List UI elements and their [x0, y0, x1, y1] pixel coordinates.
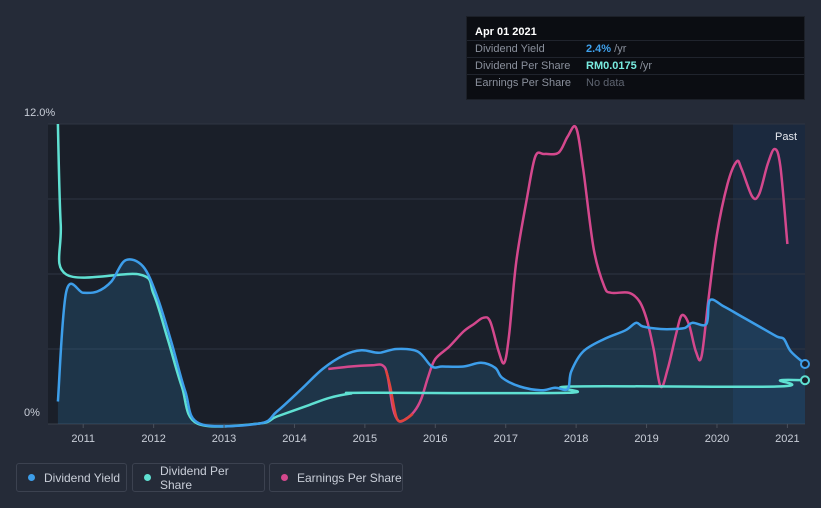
x-tick-label: 2017: [493, 433, 517, 445]
legend-dot-icon: [144, 474, 151, 481]
dividend-yield-area: [57, 259, 805, 427]
x-tick-label: 2016: [423, 433, 447, 445]
legend-label: Dividend Yield: [44, 470, 121, 485]
past-label: Past: [775, 131, 797, 143]
legend-dot-icon: [281, 474, 288, 481]
tooltip-value: 2.4% /yr: [586, 43, 626, 55]
legend-dividend-per-share[interactable]: Dividend Per Share: [132, 463, 265, 492]
legend-dividend-yield[interactable]: Dividend Yield: [16, 463, 127, 492]
x-tick-label: 2020: [705, 433, 729, 445]
dividend-yield-line: [56, 258, 806, 428]
legend-label: Earnings Per Share: [297, 470, 402, 485]
x-tick-label: 2011: [71, 433, 95, 445]
earnings-per-share-line: [328, 124, 789, 423]
tooltip: Apr 01 2021 Dividend Yield 2.4% /yr Divi…: [466, 16, 805, 100]
legend-label: Dividend Per Share: [160, 463, 229, 492]
tooltip-row-earnings-per-share: Earnings Per Share No data: [467, 74, 804, 92]
tooltip-unit: /yr: [611, 43, 627, 55]
tooltip-row-dividend-per-share: Dividend Per Share RM0.0175 /yr: [467, 57, 804, 75]
tooltip-number: RM0.0175: [586, 60, 637, 72]
tooltip-label: Dividend Yield: [475, 43, 545, 55]
tooltip-date: Apr 01 2021: [475, 26, 537, 38]
tooltip-unit: /yr: [636, 60, 653, 72]
tooltip-label: Dividend Per Share: [475, 60, 571, 72]
x-tick-label: 2021: [775, 433, 799, 445]
y-tick-bottom: 0%: [24, 407, 40, 419]
earnings-per-share-line: [384, 369, 414, 423]
x-axis-ticks: 2011 2012 2013 2014 2015 2016 2017 2018 2019 2020…: [71, 424, 800, 445]
gridlines: [48, 123, 805, 425]
legend-dot-icon: [28, 474, 35, 481]
x-tick-label: 2018: [564, 433, 588, 445]
tooltip-number: 2.4%: [586, 43, 612, 55]
tooltip-label: Earnings Per Share: [475, 77, 571, 89]
series-lines: [56, 123, 806, 428]
endpoint-markers: [800, 359, 810, 386]
tooltip-number: No data: [586, 77, 625, 89]
y-tick-top: 12.0%: [24, 107, 55, 119]
dividend-per-share-endpoint: [800, 375, 810, 386]
dividend-per-share-line: [56, 123, 806, 428]
dividend-yield-endpoint: [800, 359, 810, 369]
x-tick-label: 2013: [212, 433, 236, 445]
x-tick-label: 2014: [282, 433, 306, 445]
tooltip-value: RM0.0175 /yr: [586, 60, 652, 72]
legend-earnings-per-share[interactable]: Earnings Per Share: [269, 463, 403, 492]
dividend-yield-fill: [57, 259, 805, 427]
tooltip-value: No data: [586, 77, 625, 89]
x-tick-label: 2019: [634, 433, 658, 445]
x-tick-label: 2012: [141, 433, 165, 445]
tooltip-row-dividend-yield: Dividend Yield 2.4% /yr: [467, 40, 804, 58]
x-tick-label: 2015: [353, 433, 377, 445]
